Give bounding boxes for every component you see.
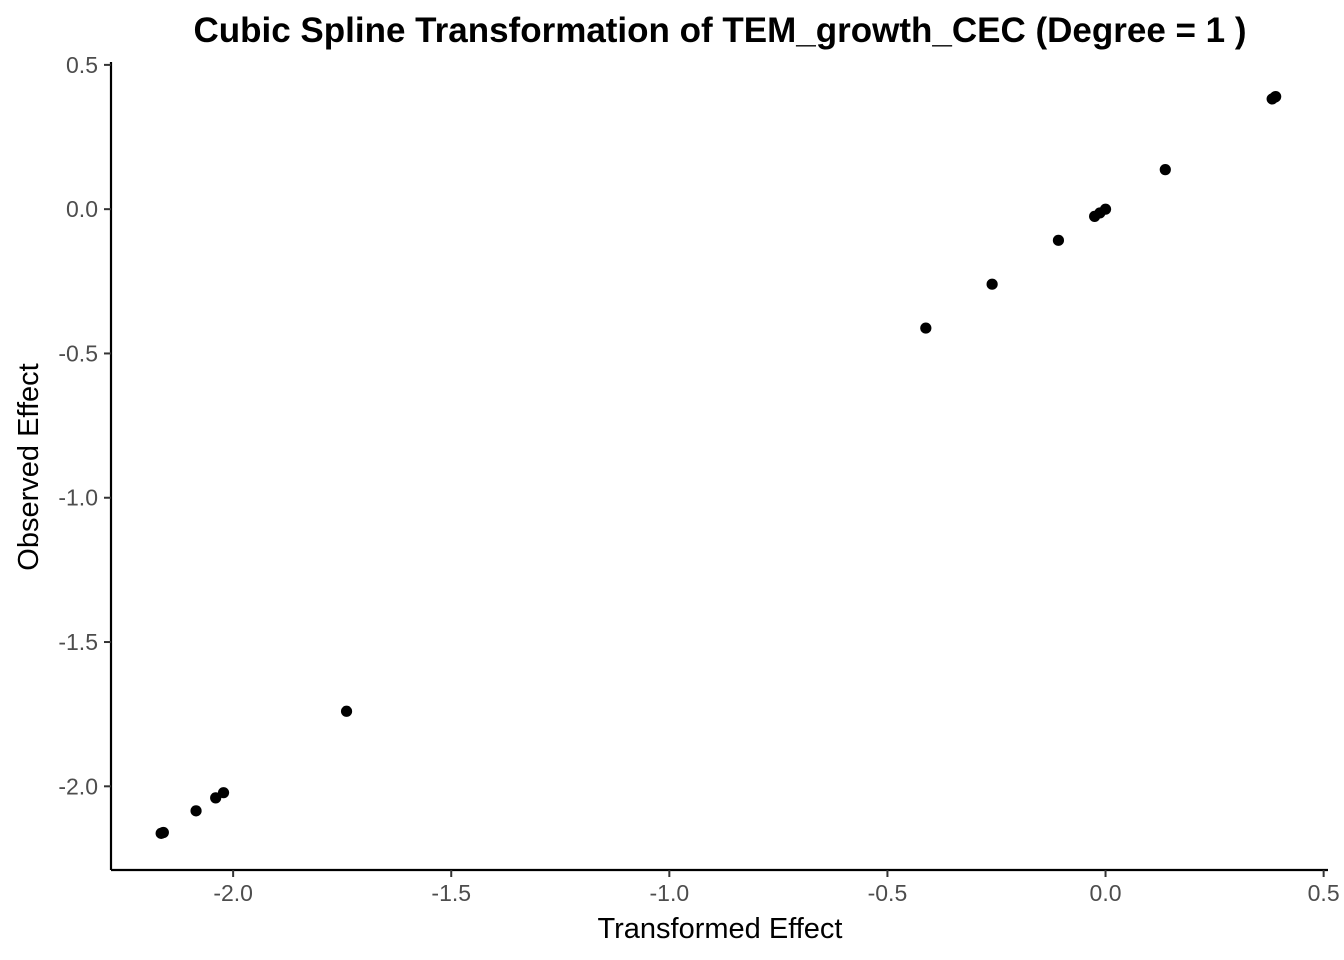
y-tick-label: -2.0	[58, 773, 98, 799]
x-tick-label: -1.5	[431, 880, 471, 906]
x-tick-label: -0.5	[868, 880, 908, 906]
axes: -2.0 -1.5 -1.0 -0.5 0.0 0.5 -2.0 -1.5 -1.0 -0.5 0.…	[58, 52, 1339, 906]
data-point	[1099, 203, 1112, 215]
data-point	[190, 805, 202, 817]
y-tick-label: -0.5	[58, 340, 98, 366]
data-point	[1270, 91, 1282, 103]
data-point	[155, 827, 167, 839]
data-points	[155, 91, 1282, 839]
y-tick-label: -1.5	[58, 629, 98, 655]
data-point	[340, 705, 353, 717]
y-tick-label: 0.0	[66, 196, 98, 222]
x-tick-label: -1.0	[650, 880, 690, 906]
data-point	[1159, 164, 1171, 176]
x-tick-label: 0.0	[1090, 880, 1122, 906]
chart-title: Cubic Spline Transformation of TEM_growt…	[193, 11, 1246, 50]
data-point	[1052, 234, 1065, 246]
data-point	[986, 278, 998, 290]
y-tick-label: -1.0	[58, 485, 98, 511]
y-tick-label: 0.5	[66, 52, 98, 78]
x-axis-label: Transformed Effect	[598, 913, 843, 945]
x-tick-label: -2.0	[213, 880, 253, 906]
y-axis-label: Observed Effect	[13, 363, 45, 570]
data-point	[920, 322, 932, 334]
data-point	[217, 787, 230, 799]
x-tick-label: 0.5	[1308, 880, 1340, 906]
